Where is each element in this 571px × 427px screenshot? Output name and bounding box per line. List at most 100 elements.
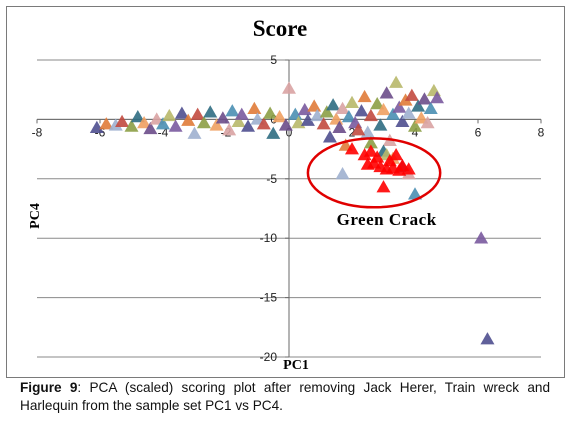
sample-point xyxy=(272,110,287,123)
sample-point xyxy=(310,108,325,122)
sample-point xyxy=(354,104,369,117)
sample-point xyxy=(162,108,177,122)
sample-point xyxy=(316,117,331,130)
y-tick-label: -10 xyxy=(260,231,278,245)
sample-point xyxy=(234,107,249,120)
data-points xyxy=(89,75,495,345)
sample-point xyxy=(404,88,419,101)
sample-point xyxy=(401,106,416,119)
sample-point xyxy=(181,113,196,126)
sample-point xyxy=(408,187,422,200)
x-tick-label: 2 xyxy=(349,125,356,139)
y-tick-label: 0 xyxy=(270,112,277,126)
sample-point xyxy=(398,93,413,106)
sample-point xyxy=(335,167,350,180)
sample-point xyxy=(247,101,262,114)
sample-point xyxy=(326,98,341,111)
x-tick-label: 6 xyxy=(475,125,482,139)
sample-point xyxy=(99,117,114,130)
tick-labels: -8-6-4-20246850-5-10-15-20 xyxy=(32,53,545,364)
sample-point xyxy=(250,112,265,125)
sample-point xyxy=(266,126,281,139)
annotation-group: Green Crack xyxy=(306,137,442,229)
x-tick-label: -4 xyxy=(158,125,169,139)
sample-point xyxy=(379,86,394,99)
sample-point xyxy=(203,105,218,118)
sample-point xyxy=(225,104,240,117)
sample-point xyxy=(430,91,445,104)
sample-point xyxy=(156,117,170,130)
sample-point xyxy=(373,118,388,131)
sample-point xyxy=(385,107,400,120)
sample-point xyxy=(411,99,426,112)
sample-point xyxy=(196,115,211,129)
sample-point xyxy=(335,101,350,114)
sample-point xyxy=(108,118,123,131)
y-tick-label: -15 xyxy=(260,291,278,305)
sample-point xyxy=(480,332,495,345)
sample-point xyxy=(256,117,271,130)
sample-point xyxy=(241,119,256,132)
sample-point xyxy=(187,126,202,139)
sample-point xyxy=(149,112,164,125)
axes xyxy=(36,59,542,358)
sample-point xyxy=(319,105,334,118)
sample-point xyxy=(89,120,104,133)
sample-point xyxy=(115,114,130,128)
sample-point xyxy=(263,106,278,119)
y-tick-label: -5 xyxy=(266,172,277,186)
sample-point xyxy=(137,115,152,129)
x-tick-label: 4 xyxy=(412,125,419,139)
green-crack-point xyxy=(360,157,375,170)
x-tick-label: -8 xyxy=(32,125,43,139)
sample-point xyxy=(222,123,237,136)
sample-point xyxy=(282,81,296,94)
sample-point xyxy=(231,114,246,128)
sample-point xyxy=(322,130,337,143)
sample-point xyxy=(376,102,391,116)
green-crack-point xyxy=(345,142,359,155)
sample-point xyxy=(363,136,378,149)
chart-frame xyxy=(6,6,565,378)
x-tick-label: 0 xyxy=(286,125,293,139)
highlight-ellipse xyxy=(306,137,442,209)
sample-point xyxy=(130,110,145,123)
chart-title: Score xyxy=(253,16,308,41)
sample-point xyxy=(363,108,378,122)
sample-point xyxy=(414,111,429,124)
green-crack-point xyxy=(376,180,391,193)
sample-point xyxy=(351,123,366,136)
green-crack-point xyxy=(363,144,378,157)
green-crack-point xyxy=(401,162,416,175)
caption-text: : PCA (scaled) scoring plot after removi… xyxy=(20,380,551,413)
y-axis-label: PC4 xyxy=(28,203,43,229)
sample-point xyxy=(341,110,356,123)
sample-point xyxy=(408,119,422,132)
sample-point xyxy=(209,118,224,131)
green-crack-point xyxy=(389,148,404,161)
sample-point xyxy=(345,95,359,109)
green-crack-point xyxy=(370,150,385,163)
sample-point xyxy=(300,113,315,126)
sample-point xyxy=(474,231,489,244)
sample-point xyxy=(143,121,158,135)
sample-point xyxy=(370,96,385,110)
sample-point xyxy=(395,114,410,128)
annotation-label: Green Crack xyxy=(337,210,437,229)
sample-point xyxy=(332,120,347,133)
caption-label: Figure 9 xyxy=(20,380,78,395)
sample-point xyxy=(297,102,312,116)
sample-point xyxy=(389,75,404,88)
sample-point xyxy=(215,111,230,124)
sample-point xyxy=(392,100,407,113)
sample-point xyxy=(190,107,205,120)
green-crack-point xyxy=(357,148,372,161)
figure-caption: Figure 9: PCA (scaled) scoring plot afte… xyxy=(20,379,550,415)
x-tick-label: 8 xyxy=(538,125,545,139)
y-tick-label: 5 xyxy=(270,53,277,67)
sample-point xyxy=(124,119,139,132)
sample-point xyxy=(307,99,322,112)
sample-point xyxy=(174,106,189,119)
sample-point xyxy=(278,118,293,131)
